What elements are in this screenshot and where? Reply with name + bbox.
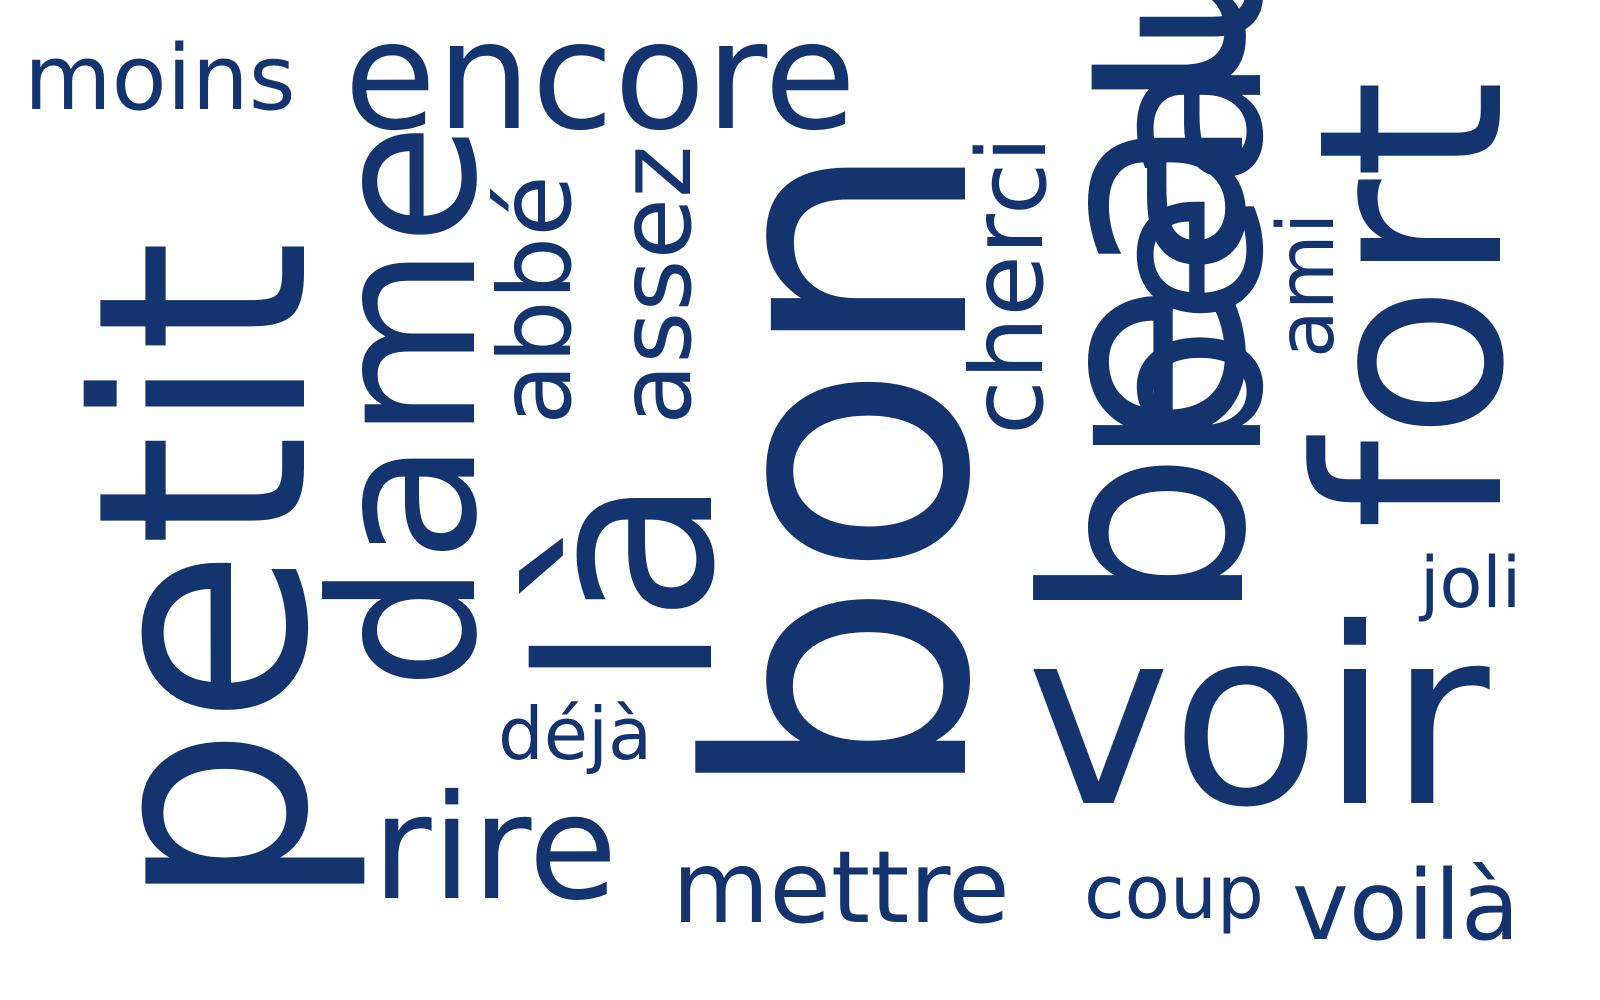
word-coup: coup: [1084, 850, 1264, 936]
word-voila: voilà: [1292, 850, 1520, 962]
word-encore: encore: [344, 0, 857, 164]
word-mettre: mettre: [672, 829, 1010, 946]
word-joli: joli: [1420, 542, 1522, 624]
word-dame: dame: [289, 122, 522, 690]
word-abbe: abbé: [477, 175, 594, 425]
word-voir: voir: [1026, 576, 1490, 861]
word-beau2: beau: [1056, 0, 1312, 465]
word-fort: fort: [1264, 79, 1561, 530]
word-rire: rire: [372, 764, 618, 933]
word-moins: moins: [24, 26, 296, 131]
word-deja: déjà: [498, 692, 653, 776]
